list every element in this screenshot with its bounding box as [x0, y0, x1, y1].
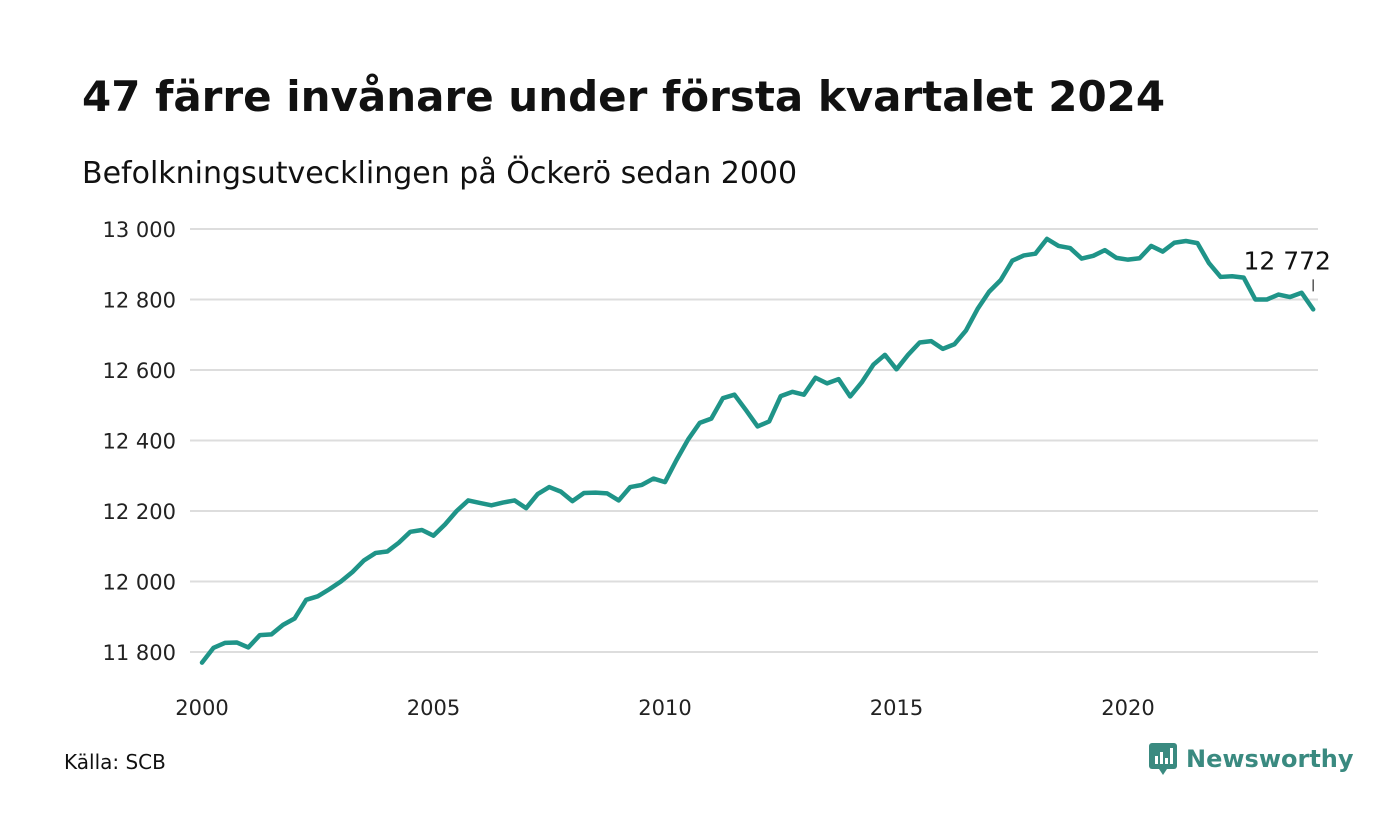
- y-tick-label: 12 000: [103, 571, 176, 595]
- gridlines: [190, 228, 1318, 653]
- y-tick-label: 12 800: [103, 289, 176, 313]
- end-value-label: 12 772: [1243, 246, 1330, 275]
- y-tick-label: 13 000: [103, 218, 176, 242]
- y-axis-labels: 11 800 12 000 12 200 12 400 12 600 12 800 13 0…: [103, 218, 176, 665]
- source-note: Källa: SCB: [64, 750, 166, 774]
- chart-subtitle: Befolkningsutvecklingen på Öckerö sedan …: [82, 156, 798, 191]
- population-series-line: [199, 236, 1316, 665]
- x-tick-label: 2020: [1101, 696, 1154, 720]
- y-tick-label: 12 400: [103, 430, 176, 454]
- chart-title: 47 färre invånare under första kvartalet…: [82, 72, 1166, 121]
- y-tick-label: 12 200: [103, 500, 176, 524]
- x-tick-label: 2015: [870, 696, 923, 720]
- x-tick-label: 2000: [175, 696, 228, 720]
- x-axis-labels: 2000 2005 2010 2015 2020: [175, 696, 1154, 720]
- brand-name: Newsworthy: [1186, 745, 1354, 773]
- brand-logo: Newsworthy: [1148, 742, 1354, 776]
- x-tick-label: 2005: [407, 696, 460, 720]
- y-tick-label: 12 600: [103, 359, 176, 383]
- y-tick-label: 11 800: [103, 641, 176, 665]
- x-tick-label: 2010: [638, 696, 691, 720]
- newsworthy-logo-icon: [1149, 743, 1177, 775]
